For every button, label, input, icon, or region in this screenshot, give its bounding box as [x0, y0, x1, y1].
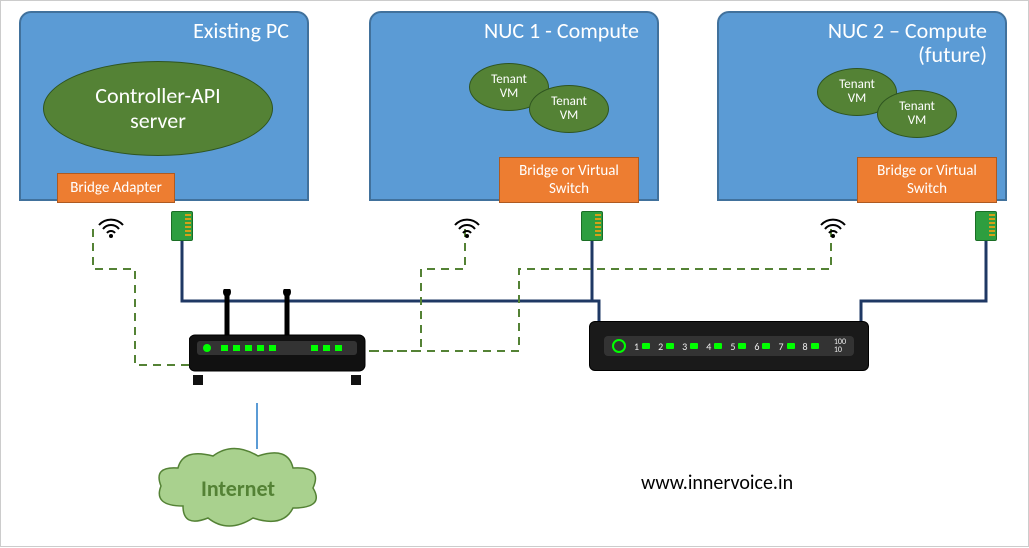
switch-port: 1: [634, 340, 650, 353]
node-nuc1: NUC 1 - ComputeTenant VMTenant VMBridge …: [369, 11, 659, 201]
node-pc: Existing PC Controller-API server Bridge A…: [19, 11, 309, 201]
switch-port: 3: [682, 340, 698, 353]
nic-icon: [171, 211, 193, 241]
nic-icon: [581, 211, 603, 241]
nic-icon: [975, 211, 997, 241]
switch-port: 5: [730, 340, 746, 353]
wifi-icon: [97, 211, 125, 239]
tenant-vm-ellipse: Tenant VM: [877, 90, 957, 138]
switch-port: 2: [658, 340, 674, 353]
switch-port: 4: [706, 340, 722, 353]
controller-ellipse: Controller-API server: [43, 61, 273, 156]
switch-port: 7: [778, 340, 794, 353]
node-title: NUC 1 - Compute: [371, 13, 657, 43]
bridge-box: Bridge Adapter: [57, 173, 175, 203]
wifi-icon: [453, 211, 481, 239]
node-title: Existing PC: [21, 13, 307, 43]
network-switch: 12345678 100 10: [589, 321, 869, 371]
bridge-box: Bridge or Virtual Switch: [857, 157, 997, 203]
switch-speed-label: 100 10: [834, 338, 846, 354]
watermark: www.innervoice.in: [641, 471, 793, 495]
switch-port: 6: [754, 340, 770, 353]
internet-cloud: Internet: [153, 446, 323, 531]
bridge-box: Bridge or Virtual Switch: [499, 157, 639, 203]
node-title: NUC 2 – Compute (future): [719, 13, 1005, 67]
wifi-icon: [819, 211, 847, 239]
node-nuc2: NUC 2 – Compute (future)Tenant VMTenant …: [717, 11, 1007, 201]
switch-port: 8: [803, 340, 819, 353]
cloud-label: Internet: [201, 475, 275, 502]
wifi-router: [189, 319, 369, 389]
tenant-vm-ellipse: Tenant VM: [529, 85, 609, 133]
switch-power-led: [612, 339, 626, 353]
